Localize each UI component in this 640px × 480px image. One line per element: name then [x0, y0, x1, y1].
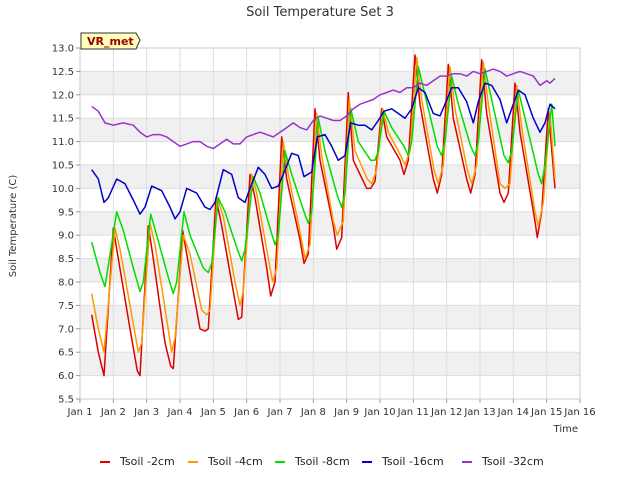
x-tick-label: Jan 7: [267, 407, 293, 418]
x-tick-label: Jan 9: [333, 407, 359, 418]
x-tick-label: Jan 4: [167, 407, 193, 418]
plot-band: [80, 258, 580, 282]
series-line-tsoil-2cm: [90, 54, 556, 377]
y-tick-label: 10.5: [52, 161, 74, 172]
legend-label: Tsoil -2cm: [119, 455, 175, 468]
y-tick-label: 13.0: [52, 44, 74, 55]
y-tick-label: 6.5: [58, 348, 74, 359]
y-tick-label: 6.0: [58, 371, 74, 382]
legend-label: Tsoil -8cm: [294, 455, 350, 468]
x-axis-ticks: Jan 1 Jan 2 Jan 3 Jan 4 Jan 5 Jan 6 Jan 7 Jan 8…: [67, 399, 596, 418]
plot-band: [80, 118, 580, 142]
x-tick-label: Jan 10: [363, 407, 395, 418]
axes: [79, 47, 581, 400]
series-line-tsoil-32cm: [91, 68, 556, 150]
y-tick-label: 11.0: [52, 137, 74, 148]
plot-band: [80, 352, 580, 376]
plot-band: [80, 305, 580, 329]
legend-item: Tsoil -16cm: [362, 455, 444, 468]
plot-background: [80, 48, 580, 399]
x-tick-label: Jan 2: [100, 407, 126, 418]
y-tick-label: 7.5: [58, 301, 74, 312]
legend-label: Tsoil -16cm: [381, 455, 444, 468]
vr-met-badge: VR_met: [80, 32, 141, 50]
plot-band: [80, 211, 580, 236]
x-tick-label: Jan 15: [530, 407, 562, 418]
legend-label: Tsoil -32cm: [481, 455, 544, 468]
legend-item: Tsoil -32cm: [462, 455, 544, 468]
y-tick-label: 8.0: [58, 278, 74, 289]
x-tick-label: Jan 3: [133, 407, 159, 418]
badge-label: VR_met: [87, 35, 134, 48]
y-tick-label: 12.5: [52, 67, 74, 78]
x-tick-label: Jan 11: [397, 407, 429, 418]
legend-item: Tsoil -4cm: [188, 455, 263, 468]
y-tick-label: 8.5: [58, 254, 74, 265]
chart-title: Soil Temperature Set 3: [246, 5, 394, 20]
y-tick-label: 11.5: [52, 114, 74, 125]
legend: Tsoil -2cm Tsoil -4cm Tsoil -8cm Tsoil -16c…: [100, 455, 544, 468]
x-tick-label: Jan 6: [233, 407, 259, 418]
y-axis-label: Soil Temperature (C): [8, 175, 19, 278]
y-tick-label: 12.0: [52, 90, 74, 101]
y-tick-label: 7.0: [58, 324, 74, 335]
x-tick-label: Jan 12: [430, 407, 462, 418]
y-tick-label: 5.5: [58, 395, 74, 406]
legend-label: Tsoil -4cm: [207, 455, 263, 468]
plot-frame: [79, 47, 581, 400]
x-tick-label: Jan 14: [497, 407, 529, 418]
series-line-tsoil-4cm: [90, 56, 556, 353]
y-axis-ticks: 5.5 6.0 6.5 7.0 7.5 8.0 8.5 9.0 9.5 10.0 10.5 11.0 1…: [52, 44, 80, 406]
plot-band: [80, 165, 580, 189]
y-tick-label: 10.0: [52, 184, 74, 195]
x-tick-label: Jan 5: [200, 407, 226, 418]
x-axis-label: Time: [553, 424, 578, 435]
x-tick-label: Jan 1: [67, 407, 93, 418]
y-tick-label: 9.5: [58, 207, 74, 218]
x-tick-label: Jan 13: [463, 407, 495, 418]
legend-item: Tsoil -8cm: [275, 455, 350, 468]
series-lines: [90, 54, 556, 377]
y-tick-label: 9.0: [58, 231, 74, 242]
legend-item: Tsoil -2cm: [100, 455, 175, 468]
x-tick-label: Jan 8: [300, 407, 326, 418]
x-tick-label: Jan 16: [563, 407, 595, 418]
series-line-tsoil-8cm: [90, 65, 556, 295]
series-line-tsoil-16cm: [91, 82, 556, 220]
